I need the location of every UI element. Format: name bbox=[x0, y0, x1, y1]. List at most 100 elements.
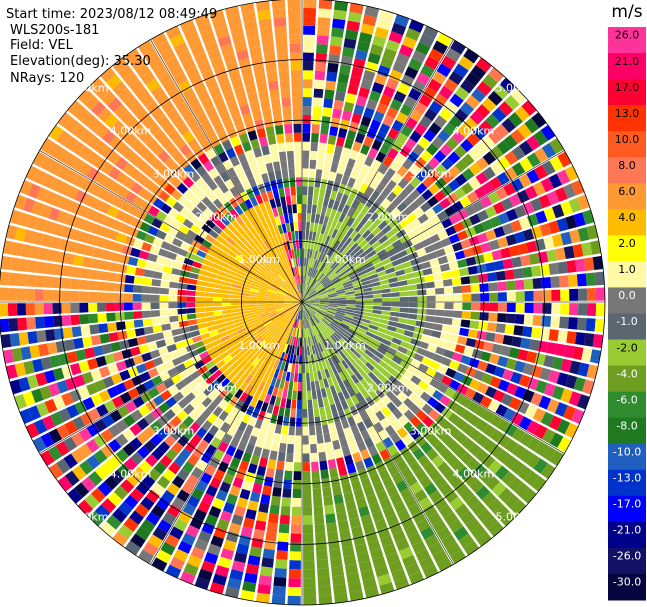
radar-gate bbox=[410, 375, 422, 386]
radar-gate bbox=[372, 289, 382, 295]
radar-gate bbox=[438, 85, 453, 100]
radar-gate bbox=[330, 335, 338, 344]
radar-gate bbox=[251, 315, 261, 321]
radar-gate bbox=[523, 278, 534, 290]
radar-gate bbox=[178, 320, 189, 328]
radar-gate bbox=[123, 517, 139, 532]
radar-gate bbox=[494, 123, 510, 139]
radar-gate bbox=[215, 163, 226, 175]
radar-gate bbox=[229, 396, 239, 407]
radar-gate bbox=[375, 266, 386, 273]
radar-gate bbox=[309, 258, 314, 268]
radar-gate bbox=[132, 195, 145, 208]
radar-gate bbox=[488, 521, 504, 537]
radar-gate bbox=[286, 443, 294, 454]
radar-gate bbox=[100, 161, 114, 175]
radar-gate bbox=[369, 414, 380, 426]
radar-gate bbox=[248, 376, 258, 387]
range-ring-label: 5.00km bbox=[496, 82, 538, 95]
radar-gate bbox=[403, 370, 414, 381]
radar-gate bbox=[194, 340, 205, 349]
radar-gate bbox=[226, 358, 236, 368]
radar-gate bbox=[302, 212, 307, 222]
radar-gate bbox=[315, 61, 327, 72]
radar-gate bbox=[341, 418, 350, 429]
radar-gate bbox=[151, 407, 163, 420]
radar-gate bbox=[7, 287, 18, 301]
radar-gate bbox=[362, 283, 372, 289]
radar-gate bbox=[373, 377, 384, 388]
radar-gate bbox=[155, 339, 167, 349]
radar-gate bbox=[273, 225, 280, 236]
radar-gate bbox=[276, 178, 284, 189]
radar-gate bbox=[284, 325, 290, 334]
radar-gate bbox=[468, 414, 481, 427]
radar-gate bbox=[302, 462, 311, 472]
radar-gate bbox=[314, 270, 320, 279]
radar-gate bbox=[302, 299, 311, 302]
nrays-label: NRays: 120 bbox=[10, 71, 85, 86]
radar-gate bbox=[66, 351, 78, 364]
radar-gate bbox=[352, 260, 362, 268]
radar-gate bbox=[272, 386, 279, 397]
radar-gate bbox=[568, 274, 578, 287]
radar-gate bbox=[163, 360, 175, 371]
radar-gate bbox=[376, 346, 387, 356]
radar-gate bbox=[557, 261, 568, 274]
radar-gate bbox=[304, 284, 308, 294]
radar-gate bbox=[119, 254, 130, 265]
radar-gate bbox=[225, 445, 237, 457]
radar-gate bbox=[170, 403, 183, 415]
radar-gate bbox=[26, 317, 36, 330]
radar-gate bbox=[284, 270, 290, 279]
radar-gate bbox=[408, 532, 423, 546]
radar-gate bbox=[242, 112, 253, 124]
radar-gate bbox=[152, 63, 168, 78]
radar-gate bbox=[97, 302, 107, 312]
radar-gate bbox=[526, 351, 538, 364]
radar-gate bbox=[293, 372, 298, 383]
radar-gate bbox=[302, 310, 305, 320]
radar-gate bbox=[388, 277, 398, 284]
radar-gate bbox=[212, 187, 223, 198]
radar-gate bbox=[481, 373, 494, 385]
radar-gate bbox=[317, 370, 323, 381]
radar-gate bbox=[364, 219, 374, 229]
radar-gate bbox=[204, 464, 217, 477]
radar-gate bbox=[487, 399, 501, 413]
radar-gate bbox=[132, 238, 144, 249]
radar-gate bbox=[406, 364, 418, 375]
radar-gate bbox=[514, 314, 525, 325]
radar-gate bbox=[448, 165, 461, 178]
radar-gate bbox=[314, 523, 326, 534]
radar-gate bbox=[258, 292, 268, 297]
radar-gate bbox=[481, 454, 496, 469]
radar-gate bbox=[386, 106, 399, 119]
radar-gate bbox=[548, 369, 560, 384]
radar-gate bbox=[43, 303, 53, 315]
radar-gate bbox=[61, 225, 73, 239]
radar-gate bbox=[269, 227, 277, 237]
radar-gate bbox=[303, 266, 306, 276]
radar-gate bbox=[328, 296, 338, 300]
radar-gate bbox=[164, 258, 175, 267]
radar-gate bbox=[171, 328, 182, 337]
radar-gate bbox=[258, 328, 268, 336]
radar-gate bbox=[166, 482, 180, 496]
radar-gate bbox=[248, 302, 258, 305]
radar-gate bbox=[261, 220, 270, 231]
radar-gate bbox=[365, 385, 375, 396]
radar-gate bbox=[270, 217, 277, 227]
radar-gate bbox=[404, 524, 419, 538]
radar-gate bbox=[420, 261, 431, 270]
radar-gate bbox=[50, 411, 64, 427]
range-rings bbox=[0, 0, 606, 606]
radar-gate bbox=[572, 243, 584, 258]
radar-gate bbox=[502, 334, 514, 346]
radar-gate bbox=[310, 381, 316, 391]
radar-gate bbox=[259, 286, 269, 291]
radar-gate bbox=[365, 331, 376, 339]
radar-gate bbox=[382, 48, 397, 61]
radar-gate bbox=[122, 442, 136, 457]
radar-gate bbox=[353, 58, 366, 70]
